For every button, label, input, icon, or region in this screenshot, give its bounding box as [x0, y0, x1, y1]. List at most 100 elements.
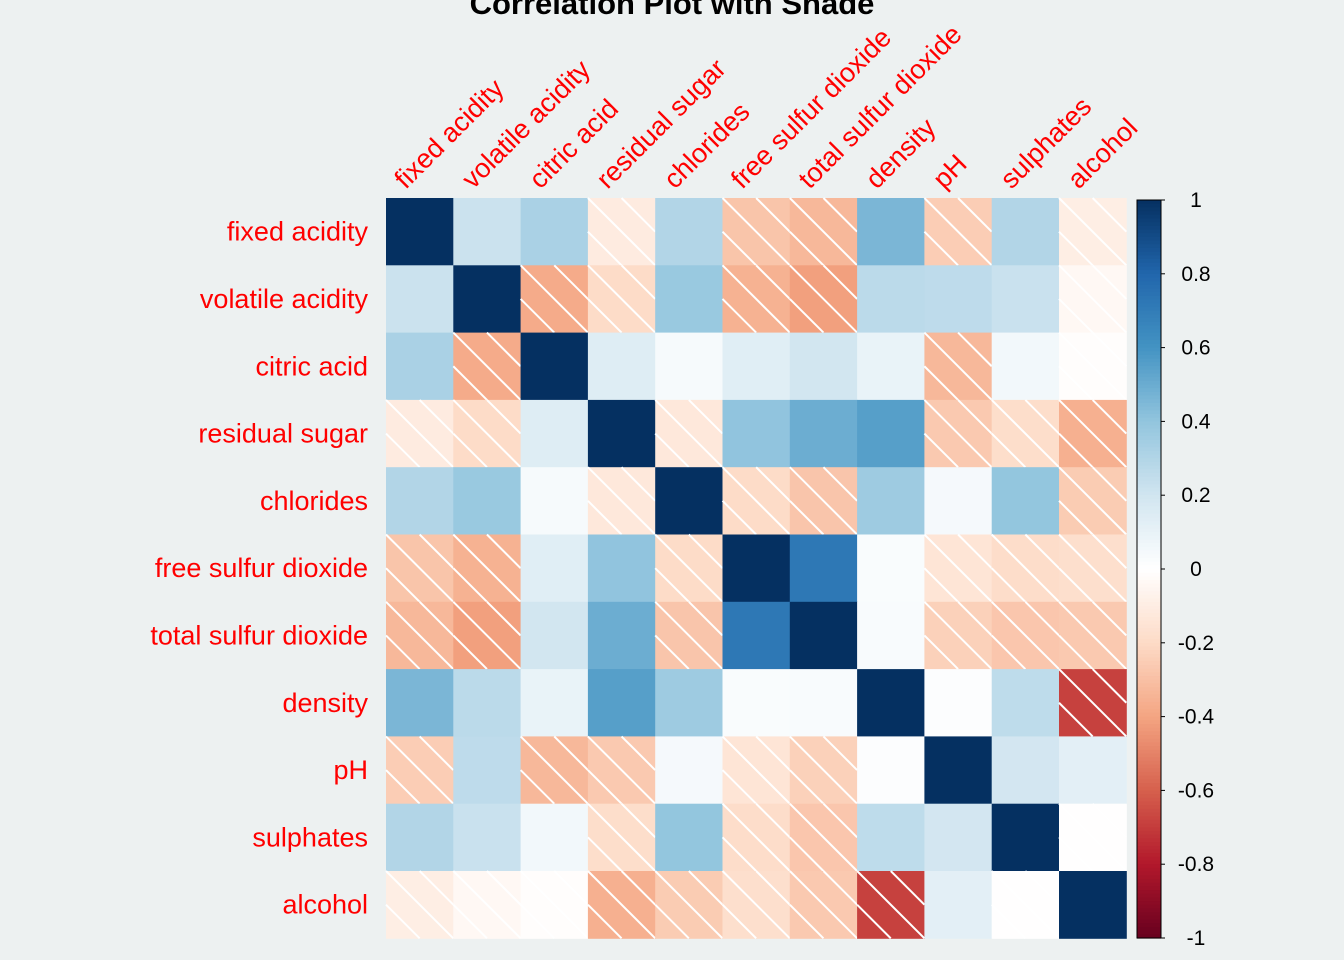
- hatch-line: [1091, 601, 1128, 637]
- legend-swatch: [1137, 594, 1161, 600]
- cell-fill: [587, 399, 656, 468]
- legend-swatch: [1137, 469, 1161, 474]
- legend-swatch: [1137, 295, 1161, 301]
- legend-swatch: [1137, 812, 1161, 817]
- legend-swatch: [1137, 406, 1161, 411]
- hatch-line: [1091, 264, 1128, 300]
- legend-swatch: [1137, 598, 1161, 603]
- heatmap-cell: [452, 399, 522, 468]
- hatch-line: [990, 870, 1060, 940]
- heatmap-cell: [991, 803, 1060, 872]
- heatmap-cell: [857, 399, 925, 468]
- heatmap-cell: [385, 601, 455, 670]
- legend-swatch: [1137, 380, 1161, 386]
- legend-tick-label: -0.6: [1178, 779, 1214, 802]
- hatch-line: [385, 533, 455, 603]
- heatmap-cell: [1058, 264, 1128, 334]
- heatmap-cell: [990, 533, 1060, 603]
- hatch-line: [755, 802, 791, 839]
- hatch-line: [1091, 331, 1128, 367]
- hatch-line: [721, 230, 757, 267]
- legend-swatch: [1137, 450, 1161, 456]
- legend-swatch: [1137, 225, 1161, 231]
- cell-fill: [857, 803, 925, 872]
- heatmap-cell: [587, 802, 656, 872]
- row-label: fixed acidity: [227, 217, 369, 247]
- hatch-line: [1024, 601, 1060, 637]
- legend-swatch: [1137, 845, 1161, 851]
- legend-swatch: [1137, 388, 1161, 393]
- hatch-line: [990, 399, 1060, 468]
- hatch-line: [418, 735, 455, 771]
- legend-swatch: [1137, 491, 1161, 496]
- heatmap-cell: [452, 331, 522, 401]
- heatmap-cell: [587, 399, 656, 468]
- hatch-line: [721, 870, 791, 940]
- legend-swatch: [1137, 672, 1161, 677]
- legend-swatch: [1137, 805, 1161, 810]
- legend-swatch: [1137, 340, 1161, 345]
- legend-swatch: [1137, 521, 1161, 526]
- legend-swatch: [1137, 262, 1161, 268]
- cell-fill: [991, 332, 1060, 401]
- cell-fill: [587, 332, 656, 401]
- legend-swatch: [1137, 414, 1161, 419]
- legend-swatch: [1137, 484, 1161, 489]
- heatmap-cell: [789, 669, 858, 737]
- legend-swatch: [1137, 336, 1161, 341]
- hatch-line: [385, 399, 455, 468]
- hatch-line: [452, 365, 488, 401]
- heatmap-cell: [991, 736, 1060, 805]
- hatch-line: [654, 870, 724, 940]
- heatmap-cell: [385, 870, 455, 940]
- legend-tick-label: 0.4: [1181, 410, 1211, 433]
- heatmap-cell: [386, 198, 454, 266]
- legend-swatch: [1137, 661, 1161, 666]
- legend-tick-label: -1: [1187, 927, 1206, 950]
- heatmap-cell: [1059, 736, 1127, 805]
- hatch-line: [721, 735, 791, 805]
- heatmap-cell: [721, 870, 791, 940]
- hatch-line: [721, 466, 791, 536]
- legend-swatch: [1137, 402, 1161, 408]
- hatch-line: [486, 601, 522, 637]
- heatmap-cell: [991, 198, 1060, 266]
- legend-swatch: [1137, 557, 1161, 563]
- heatmap-cell: [721, 735, 791, 805]
- legend-swatch: [1137, 882, 1161, 887]
- hatch-line: [789, 735, 858, 805]
- hatch-line: [789, 466, 858, 536]
- legend-swatch: [1137, 683, 1161, 688]
- hatch-line: [721, 500, 757, 536]
- legend-swatch: [1137, 528, 1161, 533]
- heatmap-cell: [722, 332, 791, 401]
- legend-swatch: [1137, 731, 1161, 736]
- heatmap-cell: [587, 197, 656, 267]
- hatch-line: [486, 399, 522, 435]
- cell-fill: [789, 332, 858, 401]
- legend-swatch: [1137, 310, 1161, 315]
- cell-fill: [789, 399, 858, 468]
- hatch-line: [620, 264, 656, 300]
- heatmap-cell: [587, 332, 656, 401]
- cell-fill: [857, 399, 925, 468]
- hatch-line: [1058, 601, 1128, 670]
- legend-swatch: [1137, 236, 1161, 242]
- legend-swatch: [1137, 830, 1161, 836]
- hatch-line: [923, 634, 959, 670]
- row-label: total sulfur dioxide: [150, 620, 368, 650]
- legend-swatch: [1137, 816, 1161, 821]
- hatch-line: [519, 735, 589, 805]
- cell-fill: [722, 534, 791, 603]
- heatmap-cell: [1058, 466, 1128, 536]
- row-label: alcohol: [282, 890, 368, 920]
- legend-swatch: [1137, 509, 1161, 515]
- heatmap-cell: [924, 871, 993, 939]
- legend-swatch: [1137, 332, 1161, 338]
- heatmap-cell: [923, 197, 993, 267]
- heatmap-cell: [789, 197, 858, 267]
- legend-tick-label: 0.6: [1181, 337, 1210, 360]
- heatmap-cell: [453, 467, 522, 535]
- legend-swatch: [1137, 783, 1161, 788]
- row-label: residual sugar: [198, 419, 368, 449]
